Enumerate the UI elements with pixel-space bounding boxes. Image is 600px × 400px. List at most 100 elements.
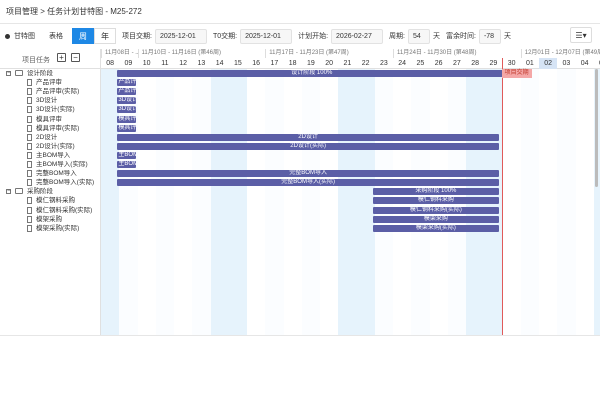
task-bar[interactable]: 产品评 — [117, 88, 136, 96]
gantt-label: 甘特图 — [14, 33, 35, 40]
task-name: 3D设计(实际) — [36, 106, 75, 114]
task-bar[interactable]: 模具评 — [117, 124, 136, 132]
task-bar[interactable]: 模架采购 — [372, 215, 499, 223]
expand-all-icon[interactable]: + — [57, 53, 66, 62]
task-row[interactable]: 模架采购 — [0, 215, 101, 224]
remaining-time-field[interactable]: -78 — [478, 28, 501, 44]
day-label: 14 — [215, 60, 224, 67]
task-row[interactable]: 模架采购(实际) — [0, 224, 101, 233]
collapse-all-icon[interactable]: − — [71, 53, 80, 62]
task-bar[interactable]: 3D设计 — [117, 97, 136, 105]
task-bar[interactable]: 完整BOM导入 — [117, 170, 499, 178]
remaining-time-unit: 天 — [503, 33, 511, 40]
folder-icon — [15, 70, 23, 76]
collapse-toggle-icon[interactable]: − — [6, 188, 11, 195]
task-bar[interactable]: 产品评 — [117, 79, 136, 87]
task-name: 主BOM导入 — [36, 151, 71, 159]
cycle-field[interactable]: 54 — [407, 28, 430, 44]
task-bar[interactable]: 模仁钢料采购(实际) — [372, 206, 499, 214]
task-bar[interactable]: 2D设计(实际) — [117, 142, 499, 150]
task-bar[interactable]: 模具评 — [117, 115, 136, 123]
gantt-chart: 11月08日 - ... 11月10日 - 11月16日 (第46周) 11月17日… — [101, 49, 600, 335]
task-row[interactable]: 产品评审 — [0, 78, 101, 87]
task-name: 模仁钢料采购 — [36, 197, 75, 205]
day-label: 29 — [489, 60, 498, 67]
tree-header-title: 项目任务 — [22, 57, 50, 64]
day-label: 02 — [539, 58, 558, 69]
task-row[interactable]: 模具评审(实际) — [0, 124, 101, 133]
cycle-unit: 天 — [432, 33, 440, 40]
week-label: 12月01日 - 12月07日 (第49周) — [520, 49, 600, 58]
task-row[interactable]: 3D设计(实际) — [0, 105, 101, 114]
week-scale-button[interactable]: 周 — [72, 28, 94, 44]
day-column — [101, 69, 120, 335]
file-icon — [27, 88, 32, 96]
vertical-scrollbar[interactable] — [595, 69, 598, 187]
day-column — [520, 69, 539, 335]
day-label: 27 — [452, 60, 461, 67]
task-name: 完整BOM导入(实际) — [36, 179, 95, 187]
task-bar[interactable]: 设计阶段 100% — [117, 70, 507, 77]
plan-start-label: 计划开始: — [298, 33, 329, 40]
task-group-row[interactable]: − 采购阶段 — [0, 187, 101, 196]
day-column — [557, 69, 576, 335]
file-icon — [27, 206, 32, 214]
task-row[interactable]: 主BOM导入(实际) — [0, 160, 101, 169]
day-label: 10 — [142, 60, 151, 67]
task-bar[interactable]: 主BOM — [117, 151, 136, 159]
week-label: 11月24日 - 11月30日 (第48周) — [393, 49, 521, 58]
day-label: 13 — [197, 60, 206, 67]
task-row[interactable]: 3D设计 — [0, 96, 101, 105]
file-icon — [27, 197, 32, 205]
task-bar[interactable]: 3D设计 — [117, 106, 136, 114]
day-label: 30 — [507, 60, 516, 67]
task-bar[interactable]: 模架采购(实际) — [372, 224, 499, 232]
day-column — [174, 69, 193, 335]
task-bar[interactable]: 主BOM — [117, 161, 136, 168]
year-scale-button[interactable]: 年 — [94, 28, 116, 44]
t0-delivery-field[interactable]: 2025-12-01 — [240, 28, 293, 44]
day-label: 28 — [471, 60, 480, 67]
task-row[interactable]: 模仁钢料采购(实际) — [0, 206, 101, 215]
file-icon — [27, 170, 32, 178]
task-bar[interactable]: 完整BOM导入(实际) — [117, 179, 499, 187]
day-column — [575, 69, 594, 335]
file-icon — [27, 151, 32, 159]
task-group-row[interactable]: − 设计阶段 — [0, 69, 101, 78]
task-row[interactable]: 2D设计 — [0, 133, 101, 142]
task-name: 2D设计 — [36, 133, 58, 141]
day-column — [210, 69, 229, 335]
task-row[interactable]: 完整BOM导入 — [0, 169, 101, 178]
day-label: 18 — [288, 60, 297, 67]
file-icon — [27, 142, 32, 150]
file-icon — [27, 133, 32, 141]
task-name: 产品评审(实际) — [36, 88, 80, 96]
plan-start-field[interactable]: 2026-02-27 — [331, 28, 384, 44]
day-label: 01 — [525, 60, 534, 67]
project-delivery-field[interactable]: 2025-12-01 — [154, 28, 207, 44]
collapse-toggle-icon[interactable]: − — [6, 70, 11, 76]
task-name: 主BOM导入(实际) — [36, 161, 88, 168]
task-row[interactable]: 模仁钢料采购 — [0, 196, 101, 205]
task-row[interactable]: 2D设计(实际) — [0, 142, 101, 151]
task-row[interactable]: 完整BOM导入(实际) — [0, 178, 101, 187]
day-label: 24 — [398, 60, 407, 67]
task-bar[interactable]: 采购阶段 100% — [372, 188, 499, 196]
day-column — [301, 69, 320, 335]
remaining-time-label: 富余时间: — [445, 33, 476, 40]
menu-button[interactable]: ☰▾ — [570, 27, 592, 43]
day-label: 15 — [233, 60, 242, 67]
table-view-toggle[interactable]: 表格 — [49, 33, 63, 40]
task-row[interactable]: 主BOM导入 — [0, 151, 101, 160]
task-bar[interactable]: 模仁钢料采购 — [372, 197, 499, 205]
day-label: 19 — [306, 60, 315, 67]
day-label: 04 — [580, 60, 589, 67]
day-column — [320, 69, 339, 335]
task-bar[interactable]: 2D设计 — [117, 133, 499, 141]
t0-delivery-label: T0交期: — [212, 33, 238, 40]
gantt-view-toggle[interactable]: 甘特图 — [0, 28, 40, 44]
task-row[interactable]: 产品评审(实际) — [0, 87, 101, 96]
day-column — [137, 69, 156, 335]
task-row[interactable]: 模具评审 — [0, 115, 101, 124]
delivery-date-line — [501, 58, 503, 335]
